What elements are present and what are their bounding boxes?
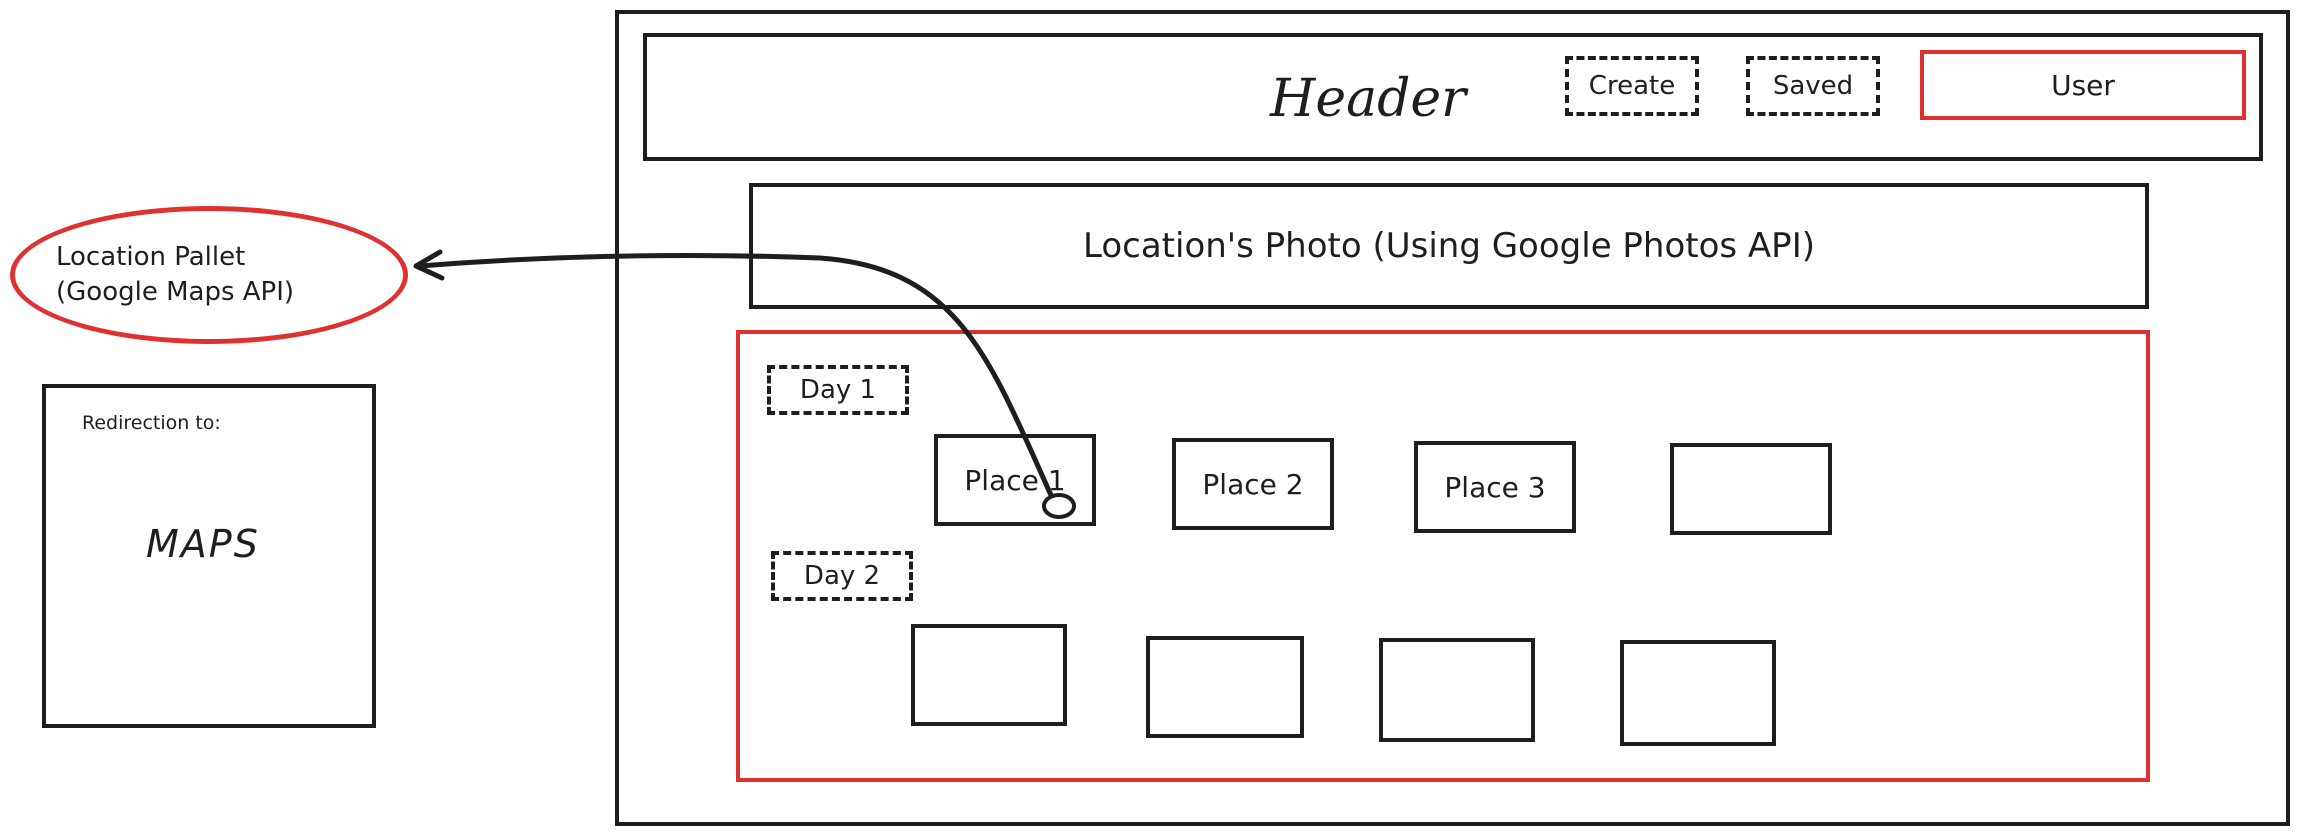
location-pallet-text: Location Pallet (Google Maps API): [56, 240, 294, 310]
create-button-label: Create: [1588, 71, 1676, 101]
user-button-label: User: [2051, 68, 2115, 102]
place-card-day2-1[interactable]: [911, 624, 1067, 726]
place-card-day1-3[interactable]: Place 3: [1414, 441, 1576, 533]
location-pallet-ellipse[interactable]: [10, 206, 408, 344]
place-card-label: Place 1: [964, 463, 1066, 497]
place-card-day1-1[interactable]: Place 1: [934, 434, 1096, 526]
place-card-day2-3[interactable]: [1379, 638, 1535, 742]
place-card-day2-2[interactable]: [1146, 636, 1304, 738]
place-card-label: Place 3: [1444, 470, 1546, 504]
location-pallet-subtitle: (Google Maps API): [56, 277, 295, 307]
location-photo-label: Location's Photo (Using Google Photos AP…: [1083, 226, 1815, 266]
itinerary-container: [736, 330, 2150, 782]
place-card-day2-4[interactable]: [1620, 640, 1776, 746]
saved-button[interactable]: Saved: [1746, 56, 1880, 116]
location-photo-banner[interactable]: Location's Photo (Using Google Photos AP…: [749, 183, 2149, 309]
maps-panel[interactable]: [42, 384, 376, 728]
saved-button-label: Saved: [1772, 71, 1854, 101]
place-card-day1-2[interactable]: Place 2: [1172, 438, 1334, 530]
maps-panel-caption: Redirection to:: [82, 412, 221, 434]
header-bar: [643, 33, 2263, 161]
day-1-text: Day 1: [799, 375, 877, 405]
day-2-label[interactable]: Day 2: [771, 551, 913, 601]
user-button[interactable]: User: [1920, 50, 2246, 120]
place-card-day1-4[interactable]: [1670, 443, 1832, 535]
create-button[interactable]: Create: [1565, 56, 1699, 116]
header-title: Header: [1270, 69, 1467, 129]
maps-panel-title: MAPS: [146, 522, 260, 566]
day-2-text: Day 2: [803, 561, 881, 591]
location-pallet-title: Location Pallet: [56, 242, 246, 272]
day-1-label[interactable]: Day 1: [767, 365, 909, 415]
arrowhead-icon: [413, 249, 445, 281]
place-card-label: Place 2: [1202, 467, 1304, 501]
